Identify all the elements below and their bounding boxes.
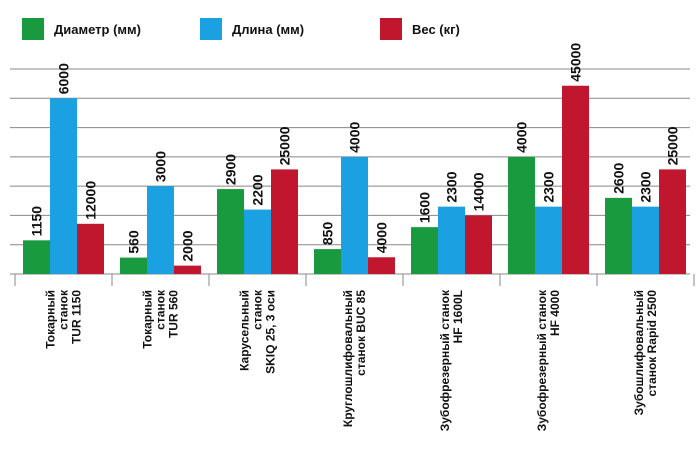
value-label: 2000 [180,230,196,261]
value-label: 2900 [223,154,239,185]
bar [244,209,271,274]
bar [465,215,492,274]
value-label: 45000 [568,43,584,82]
legend-label: Длина (мм) [232,22,304,37]
bar [368,257,395,274]
bar [508,156,535,274]
value-label: 4000 [374,222,390,253]
x-tick-label: Токарный [44,290,58,349]
bar [217,189,244,274]
bar [562,85,589,274]
bar [605,197,632,274]
bar [23,240,50,274]
x-tick-label: HF 4000 [548,290,562,336]
bar [271,169,298,274]
value-label: 4000 [347,121,363,152]
bar [632,206,659,274]
value-label: 14000 [471,172,487,211]
x-tick-label: Карусельный [238,290,252,371]
value-label: 1600 [417,192,433,223]
value-label: 3000 [153,151,169,182]
x-tick-label: TUR 560 [167,290,181,338]
value-label: 12000 [83,181,99,220]
x-tick-label: Зубофрезерный станок [535,289,549,431]
x-tick-label: Зубофрезерный станок [438,289,452,431]
value-label: 1150 [29,206,45,237]
value-label: 6000 [56,63,72,94]
value-label: 2600 [611,162,627,193]
value-label: 2300 [541,171,557,202]
x-tick-label: станок [57,289,71,330]
x-tick-label: станок [154,289,168,330]
value-label: 2300 [444,171,460,202]
x-tick-label: станок BUC 85 [354,290,368,376]
legend-label: Диаметр (мм) [54,22,141,37]
bar [411,227,438,274]
bar [147,186,174,274]
legend-label: Вес (кг) [412,22,460,37]
x-tick-label: SKIQ 25, 3 оси [264,290,278,374]
legend-swatch [200,18,222,40]
bar [535,206,562,274]
x-tick-label: HF 1600L [451,290,465,343]
value-label: 560 [126,230,142,254]
value-label: 25000 [277,126,293,165]
bar [659,169,686,274]
x-tick-label: Зубошлифовальный [632,290,646,415]
bar [174,265,201,274]
legend-swatch [22,18,44,40]
bar [50,98,77,275]
x-tick-label: станок Rapid 2500 [645,290,659,397]
x-tick-label: станок [251,289,265,330]
x-tick-label: TUR 1150 [70,290,84,344]
bar [77,223,104,274]
value-label: 850 [320,222,336,246]
bar [120,257,147,274]
value-label: 2200 [250,174,266,205]
value-label: 25000 [665,126,681,165]
bar [438,206,465,274]
legend-swatch [380,18,402,40]
bar [314,249,341,274]
value-label: 2300 [638,171,654,202]
x-tick-label: Токарный [141,290,155,349]
x-tick-label: Круглошлифовальный [341,290,355,427]
bar [341,156,368,274]
value-label: 4000 [514,121,530,152]
